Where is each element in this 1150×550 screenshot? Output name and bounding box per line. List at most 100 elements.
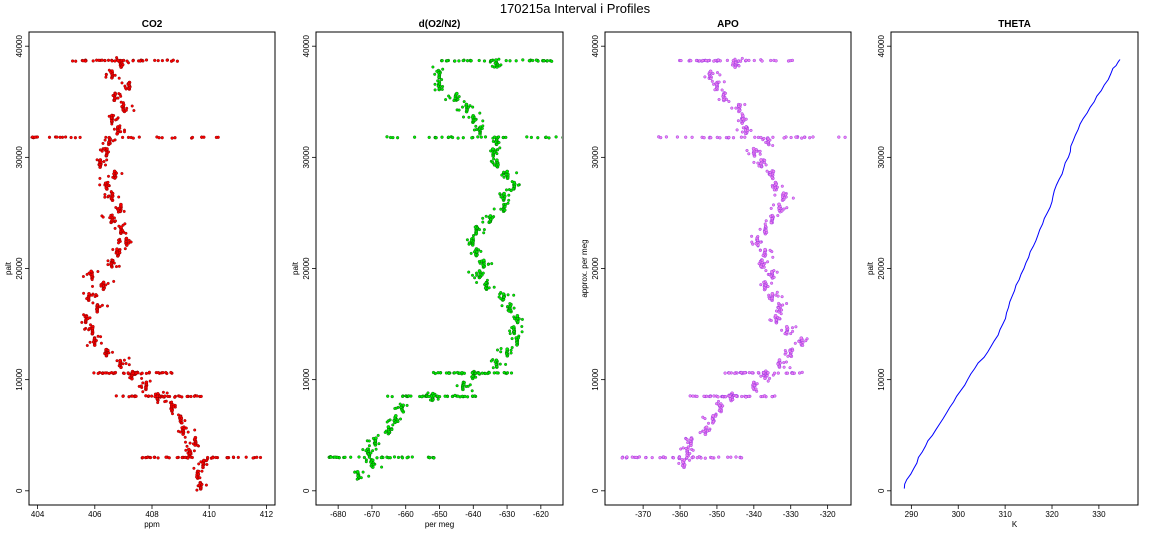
x-tick-label: -360	[672, 510, 689, 519]
data-point	[465, 59, 470, 63]
data-point	[148, 456, 153, 460]
data-point	[703, 456, 707, 460]
data-point	[496, 148, 500, 152]
plot-area	[327, 57, 562, 481]
data-point	[782, 207, 786, 211]
data-point	[773, 193, 777, 197]
data-point	[782, 365, 786, 369]
data-point	[650, 456, 654, 460]
data-point	[121, 362, 125, 366]
data-point	[126, 135, 131, 139]
data-point	[758, 227, 762, 231]
data-point	[724, 91, 728, 95]
data-point	[772, 269, 776, 273]
data-point	[127, 238, 131, 242]
data-point	[400, 456, 405, 460]
data-point	[118, 239, 122, 243]
data-point	[740, 112, 744, 116]
data-point	[477, 269, 482, 273]
data-point	[462, 381, 466, 385]
data-point	[99, 284, 103, 288]
data-point	[258, 455, 263, 460]
data-point	[175, 456, 179, 460]
data-point	[694, 58, 699, 63]
data-point	[185, 444, 189, 448]
plot-area	[17, 56, 263, 492]
data-point	[527, 59, 531, 63]
data-point	[188, 441, 192, 445]
y-tick-label: 0	[591, 488, 600, 493]
data-point	[184, 448, 188, 452]
data-point	[680, 464, 684, 468]
data-point	[698, 431, 702, 435]
data-point	[122, 371, 126, 375]
data-point	[122, 358, 126, 362]
data-point	[371, 449, 375, 453]
data-point	[117, 364, 121, 368]
data-point	[17, 136, 20, 139]
data-point	[689, 437, 693, 441]
data-point	[465, 238, 469, 242]
data-point	[103, 192, 107, 196]
data-point	[734, 455, 738, 459]
data-point	[117, 206, 121, 210]
data-point	[473, 118, 477, 122]
data-point	[111, 259, 115, 263]
data-point	[141, 381, 145, 385]
data-point	[497, 140, 501, 144]
data-point	[433, 82, 437, 86]
data-point	[483, 135, 488, 139]
data-point	[457, 95, 461, 99]
data-point	[455, 384, 459, 388]
data-point	[461, 58, 465, 63]
data-point	[695, 456, 699, 460]
data-point	[799, 336, 804, 341]
data-point	[808, 136, 812, 140]
data-point	[124, 362, 128, 366]
data-point	[686, 445, 690, 449]
data-point	[464, 385, 468, 389]
data-point	[764, 283, 768, 287]
data-point	[756, 135, 760, 139]
data-point	[547, 136, 551, 140]
data-point	[55, 135, 59, 139]
x-tick-label: -330	[783, 510, 800, 519]
data-point	[461, 136, 465, 140]
data-point	[492, 163, 496, 167]
data-point	[87, 271, 91, 275]
data-point	[117, 92, 121, 96]
data-point	[743, 135, 747, 139]
data-point	[372, 463, 376, 467]
data-point	[163, 400, 167, 404]
data-point	[689, 59, 693, 63]
data-point	[375, 456, 379, 460]
data-point	[180, 426, 184, 430]
data-point	[492, 371, 496, 375]
plot-area	[903, 59, 1121, 489]
data-point	[470, 136, 474, 140]
data-point	[482, 231, 486, 235]
data-point	[484, 281, 488, 285]
data-point	[452, 98, 456, 102]
x-tick-label: 410	[203, 510, 217, 519]
data-point	[137, 135, 141, 139]
data-point	[504, 58, 508, 63]
data-point	[788, 349, 792, 353]
data-point	[475, 250, 479, 254]
data-point	[124, 236, 129, 241]
data-point	[744, 58, 748, 62]
data-point	[789, 332, 793, 336]
data-point	[121, 394, 125, 398]
data-point	[140, 371, 144, 375]
data-point	[197, 469, 201, 473]
data-point	[139, 384, 143, 388]
data-point	[774, 59, 778, 63]
data-point	[515, 338, 519, 342]
data-point	[107, 68, 111, 72]
data-point	[483, 371, 487, 376]
data-point	[178, 430, 182, 434]
data-point	[464, 102, 469, 107]
data-point	[741, 126, 745, 130]
data-point	[716, 58, 720, 62]
data-point	[148, 379, 152, 383]
